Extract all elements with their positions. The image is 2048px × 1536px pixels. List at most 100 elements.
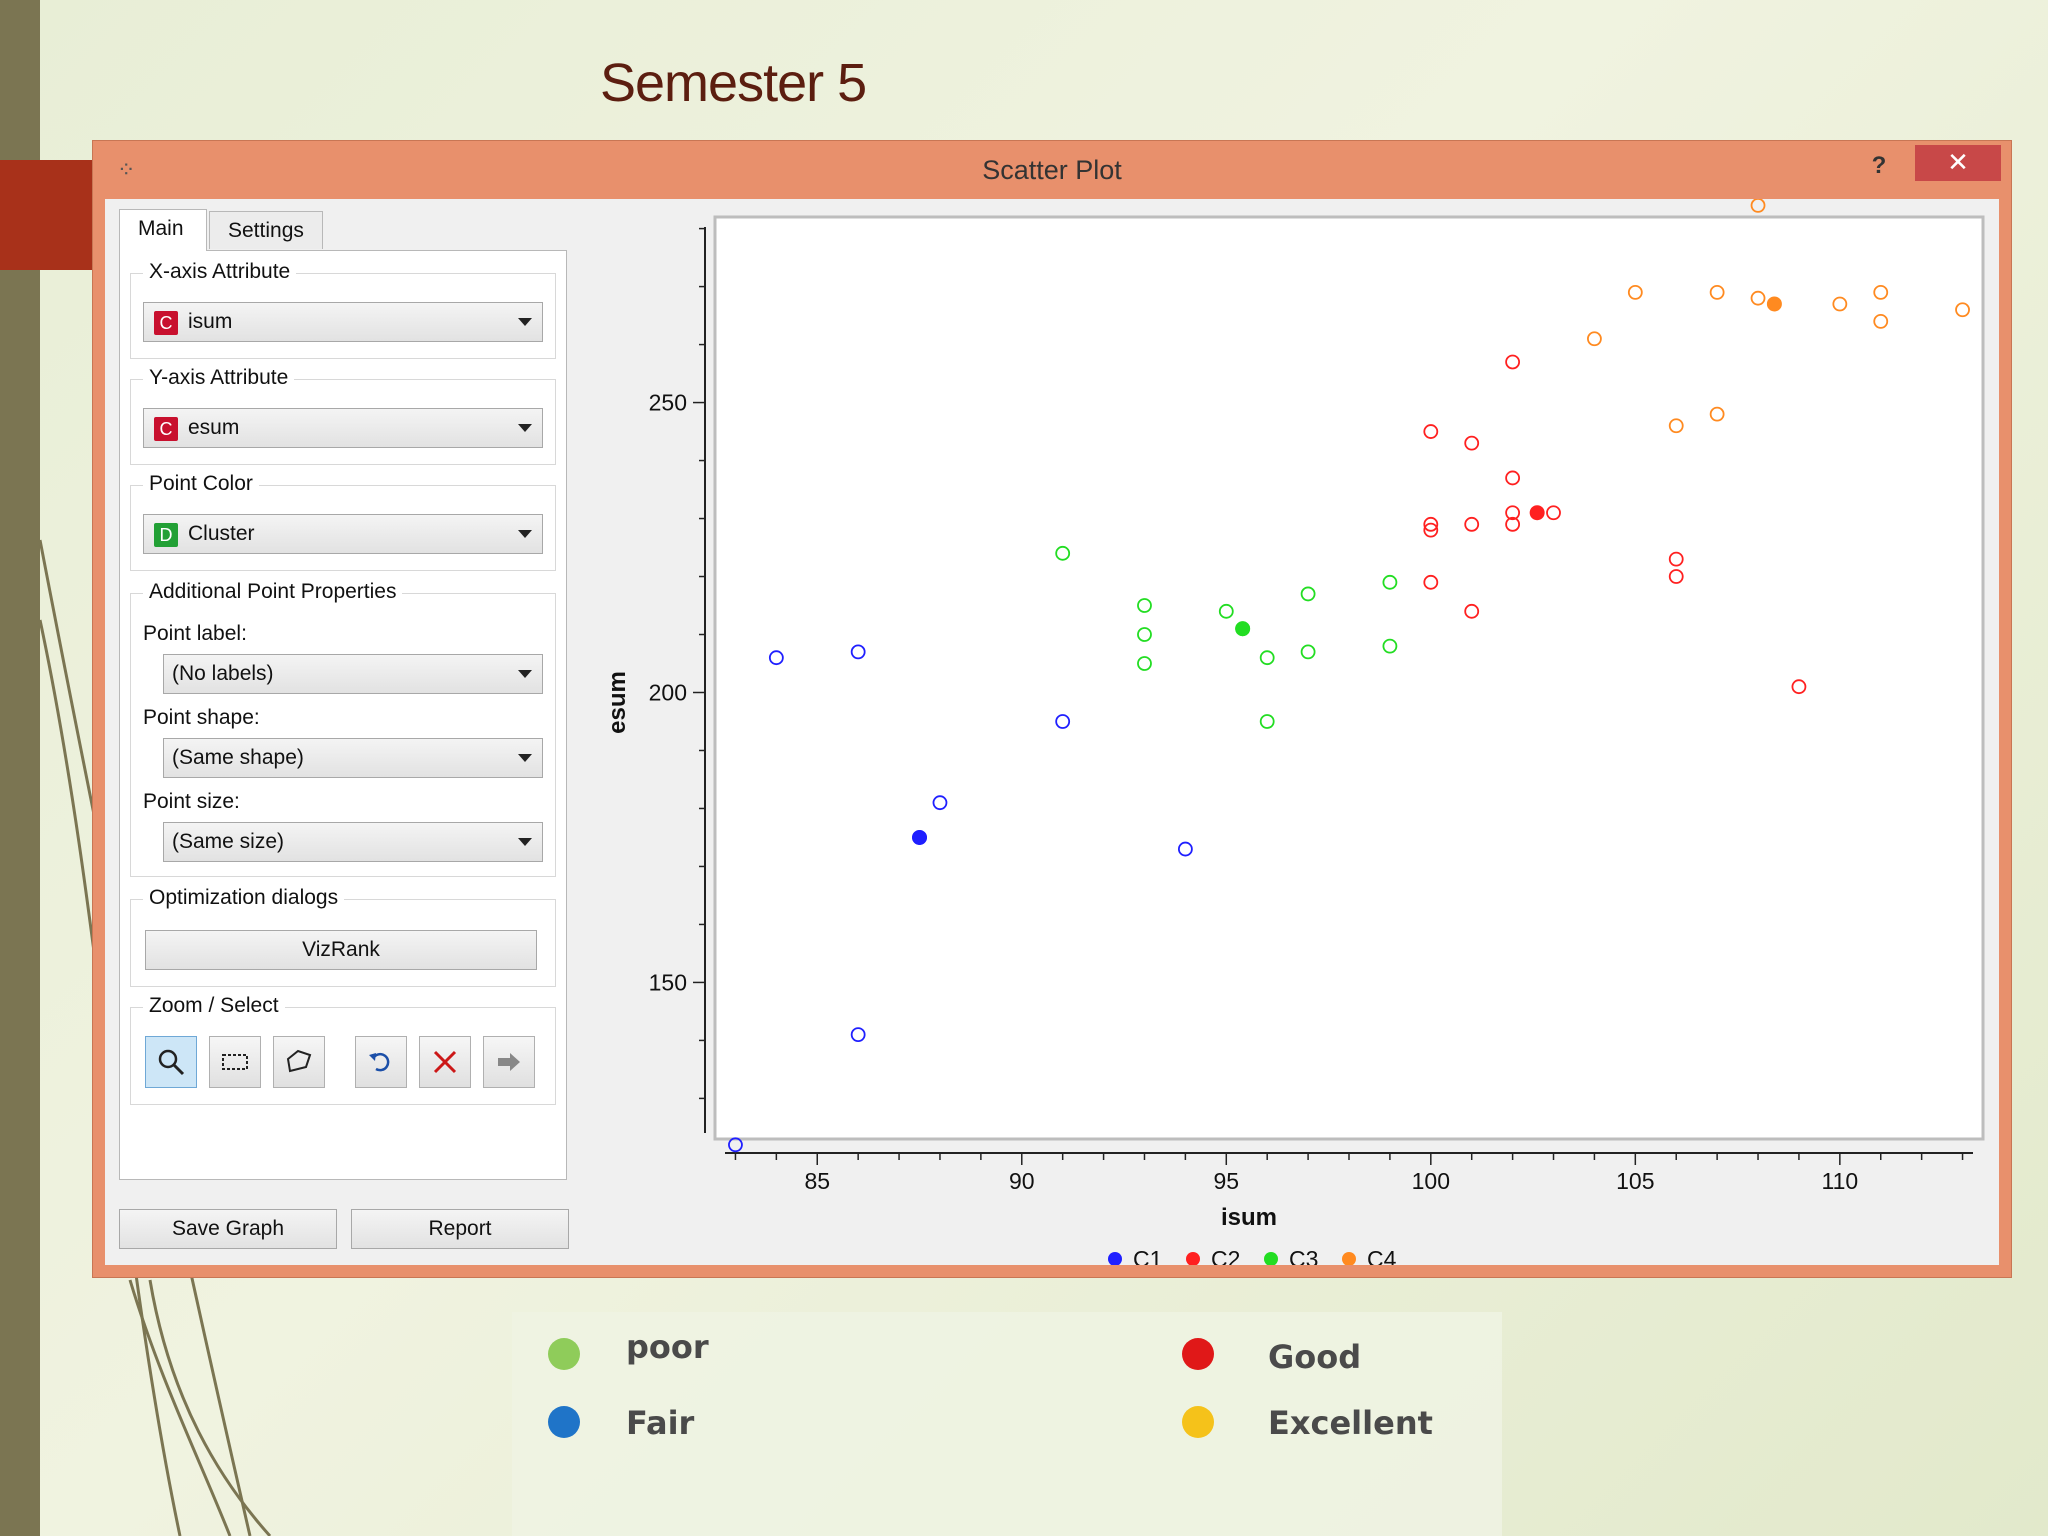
data-point-c3: [1137, 627, 1152, 642]
continuous-icon: C: [154, 417, 178, 441]
close-button[interactable]: ✕: [1915, 145, 2001, 181]
data-point-c2: [1505, 470, 1521, 486]
data-point-c4: [1832, 296, 1848, 312]
data-point-c2: [1791, 679, 1807, 695]
data-point-c2: [1505, 505, 1521, 521]
data-point-c2: [1668, 569, 1684, 584]
point-size-combo[interactable]: (Same size): [163, 822, 543, 862]
cluster-legend-panel: poor Fair Good Excellent: [512, 1312, 1502, 1536]
zoom-select-group-title: Zoom / Select: [143, 994, 285, 1018]
control-panel: X-axis Attribute C isum Y-axis Attribute…: [119, 250, 567, 1180]
legend-label-fair: Fair: [626, 1404, 695, 1442]
polygon-select-button[interactable]: [273, 1036, 325, 1088]
slide-red-accent: [0, 160, 95, 270]
x-tick-label: 100: [1412, 1168, 1450, 1194]
data-point-c1: [932, 795, 948, 811]
point-color-combo[interactable]: D Cluster: [143, 514, 543, 554]
data-point-c4: [1709, 284, 1725, 300]
legend-label-c4: C4: [1367, 1246, 1397, 1265]
x-axis-group: X-axis Attribute C isum: [130, 260, 556, 359]
x-axis-group-title: X-axis Attribute: [143, 260, 297, 284]
point-size-value: (Same size): [172, 830, 285, 853]
plot-canvas: [713, 215, 1985, 1141]
data-point-c3: [1218, 603, 1234, 619]
data-point-c1: [728, 1137, 743, 1153]
centroid-c3: [1235, 621, 1251, 637]
x-axis-value: isum: [188, 310, 233, 333]
centroid-c4: [1766, 296, 1782, 312]
point-label-combo[interactable]: (No labels): [163, 654, 543, 694]
y-tick-label: 200: [649, 679, 687, 705]
arrow-right-icon: [498, 1053, 520, 1071]
data-point-c3: [1137, 656, 1152, 671]
point-properties-group-title: Additional Point Properties: [143, 580, 403, 604]
point-size-label: Point size:: [143, 790, 240, 813]
data-point-c3: [1259, 714, 1275, 729]
data-point-c4: [1587, 331, 1602, 347]
point-shape-label: Point shape:: [143, 706, 260, 729]
data-point-c2: [1464, 603, 1480, 619]
lasso-select-icon: [286, 1049, 312, 1073]
legend-dot-good: [1182, 1338, 1214, 1370]
save-graph-button[interactable]: Save Graph: [119, 1209, 337, 1249]
point-color-value: Cluster: [188, 522, 255, 545]
legend-label-c3: C3: [1289, 1246, 1318, 1265]
legend-label-good: Good: [1268, 1338, 1362, 1376]
legend-label-excellent: Excellent: [1268, 1404, 1433, 1442]
tab-settings[interactable]: Settings: [209, 211, 323, 249]
legend-label-c2: C2: [1211, 1246, 1240, 1265]
point-label-value: (No labels): [172, 662, 274, 685]
data-point-c4: [1873, 313, 1889, 329]
data-point-c2: [1546, 505, 1561, 521]
x-axis-combo[interactable]: C isum: [143, 302, 543, 342]
data-point-c1: [768, 650, 784, 666]
legend-dot-poor: [548, 1338, 580, 1370]
data-point-c2: [1423, 424, 1439, 439]
data-point-c1: [850, 644, 866, 660]
point-shape-combo[interactable]: (Same shape): [163, 738, 543, 778]
centroid-c1: [912, 829, 928, 845]
chevron-down-icon: [518, 318, 532, 326]
report-button[interactable]: Report: [351, 1209, 569, 1249]
legend-dot-excellent: [1182, 1406, 1214, 1438]
legend-marker-c4: [1342, 1252, 1356, 1265]
y-axis-combo[interactable]: C esum: [143, 408, 543, 448]
chevron-down-icon: [518, 838, 532, 846]
rectangle-select-icon: [222, 1054, 248, 1070]
window-title: Scatter Plot: [982, 155, 1122, 185]
data-point-c1: [1177, 841, 1193, 857]
remove-selection-button[interactable]: [419, 1036, 471, 1088]
data-point-c2: [1464, 435, 1480, 451]
scatter-plot-area[interactable]: 85 90 95 100 105 110 150 200 250 isum esum C1 C2 C3 C4: [575, 199, 1999, 1265]
send-selection-button[interactable]: [483, 1036, 535, 1088]
tab-main[interactable]: Main: [119, 209, 207, 251]
undo-icon: [369, 1052, 390, 1072]
y-axis-group-title: Y-axis Attribute: [143, 366, 295, 390]
data-point-c3: [1382, 638, 1398, 654]
help-button[interactable]: ?: [1871, 152, 1887, 179]
y-axis-value: esum: [188, 416, 240, 439]
x-tick-label: 85: [804, 1168, 830, 1194]
chevron-down-icon: [518, 754, 532, 762]
data-point-c4: [1750, 199, 1766, 213]
data-point-c2: [1423, 522, 1439, 538]
close-icon: [433, 1050, 457, 1074]
data-point-c2: [1464, 516, 1480, 532]
app-icon: ⁘: [117, 157, 136, 182]
data-point-c1: [850, 1027, 866, 1043]
scatter-chart[interactable]: 85 90 95 100 105 110 150 200 250 isum esum C1 C2 C3 C4: [575, 199, 1999, 1265]
zoom-tool-button[interactable]: [145, 1036, 197, 1088]
optimization-group-title: Optimization dialogs: [143, 886, 345, 910]
legend-dot-fair: [548, 1406, 580, 1438]
vizrank-button[interactable]: VizRank: [145, 930, 537, 970]
legend-label-c1: C1: [1133, 1246, 1162, 1265]
rect-select-button[interactable]: [209, 1036, 261, 1088]
chevron-down-icon: [518, 670, 532, 678]
x-tick-label: 90: [1009, 1168, 1035, 1194]
continuous-icon: C: [154, 311, 178, 335]
undo-button[interactable]: [355, 1036, 407, 1088]
data-point-c2: [1423, 516, 1439, 532]
data-point-c4: [1873, 284, 1889, 300]
data-point-c3: [1300, 586, 1316, 602]
y-tick-label: 150: [649, 969, 687, 995]
